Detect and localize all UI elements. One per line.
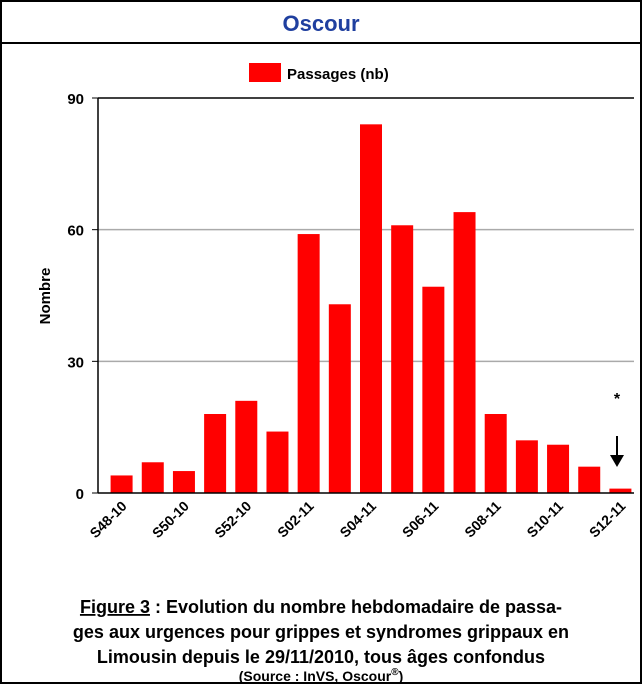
source-text: (Source : InVS, Oscour — [239, 668, 392, 684]
legend-swatch — [249, 63, 281, 82]
bar — [266, 431, 289, 493]
caption-line: Figure 3 : Evolution du nombre hebdomada… — [80, 597, 562, 617]
y-tick-label: 60 — [67, 223, 84, 240]
bar — [235, 400, 258, 493]
bar — [609, 488, 632, 493]
caption-source: (Source : InVS, Oscour®) — [239, 667, 404, 684]
y-tick-label: 0 — [76, 486, 84, 503]
bar — [515, 440, 538, 493]
source-sup: ® — [391, 667, 399, 678]
y-tick-label: 30 — [67, 354, 84, 371]
bar — [141, 462, 164, 493]
chart-title: Oscour — [282, 11, 359, 36]
annotation: * — [614, 391, 621, 408]
y-axis-label: Nombre — [37, 268, 54, 325]
bar — [391, 225, 414, 493]
bar — [484, 414, 507, 493]
source-end: ) — [399, 668, 404, 684]
bar — [547, 444, 570, 493]
bar — [360, 124, 382, 493]
bar — [204, 414, 227, 493]
caption-line: Limousin depuis le 29/11/2010, tous âges… — [97, 647, 545, 667]
caption-line: ges aux urgences pour grippes et syndrom… — [73, 622, 569, 642]
caption-label: Figure 3 — [80, 597, 150, 617]
bar — [172, 471, 195, 493]
bar — [453, 212, 476, 493]
y-tick-label: 90 — [67, 91, 84, 108]
bar — [297, 234, 320, 494]
bar — [578, 466, 601, 493]
caption-text: : Evolution du nombre hebdomadaire de pa… — [150, 597, 562, 617]
arrow-head — [610, 455, 624, 467]
bar — [328, 304, 351, 493]
legend-label: Passages (nb) — [287, 66, 389, 83]
bar — [110, 475, 133, 493]
bar — [422, 286, 445, 493]
